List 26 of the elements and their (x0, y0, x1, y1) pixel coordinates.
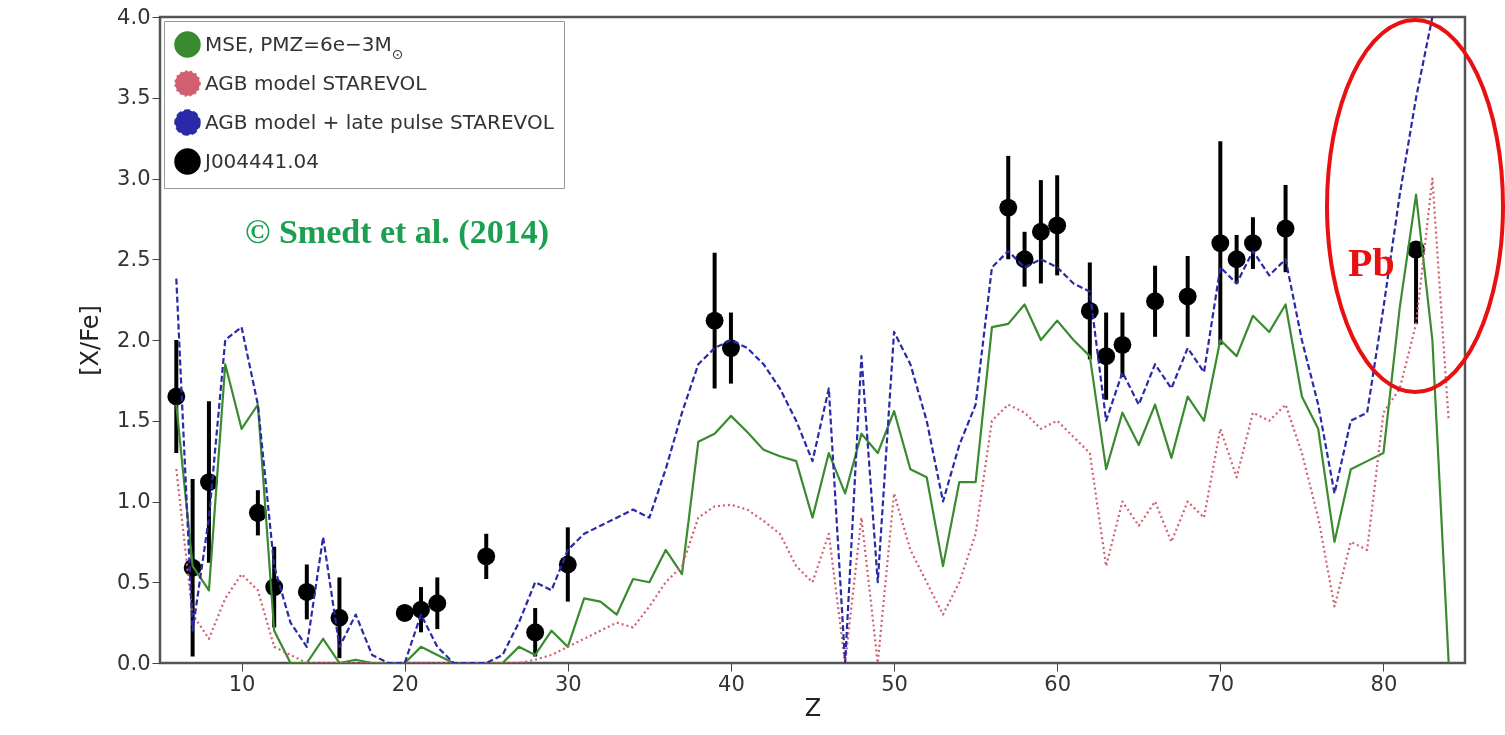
annotation: Pb (1348, 240, 1395, 285)
legend-label: J004441.04 (203, 148, 320, 173)
y-tick-label: 4.0 (117, 4, 151, 29)
x-tick-label: 10 (228, 671, 256, 696)
y-axis-title: [X/Fe] (76, 305, 105, 376)
y-tick-label: 1.0 (117, 489, 151, 513)
y-tick-label: 1.5 (117, 408, 151, 433)
x-tick-label: 30 (554, 671, 582, 696)
y-tick-label: 3.0 (117, 166, 151, 190)
x-tick-label: 20 (391, 671, 419, 696)
y-tick-label: 3.5 (117, 85, 151, 110)
x-tick-label: 80 (1370, 671, 1398, 696)
line-series (175, 17, 1434, 663)
y-tick-label: 0.5 (117, 569, 151, 594)
legend-label: MSE, PMZ=6e−3M$_{⊙}$ (205, 31, 404, 62)
x-tick-label: 70 (1207, 671, 1235, 696)
y-tick-label: 2.0 (117, 327, 151, 352)
x-tick-label: 50 (881, 671, 908, 696)
x-axis-title: Z (804, 693, 822, 722)
legend-label: AGB model STAREVOL (205, 70, 428, 95)
annotation: © Smedt et al. (2014) (245, 213, 549, 251)
x-tick-label: 40 (718, 671, 745, 696)
y-tick-label: 2.5 (117, 246, 151, 271)
x-tick-label: 60 (1044, 671, 1072, 696)
y-tick-label: 0.0 (117, 650, 151, 675)
legend-label: AGB model + late pulse STAREVOL (205, 109, 555, 134)
